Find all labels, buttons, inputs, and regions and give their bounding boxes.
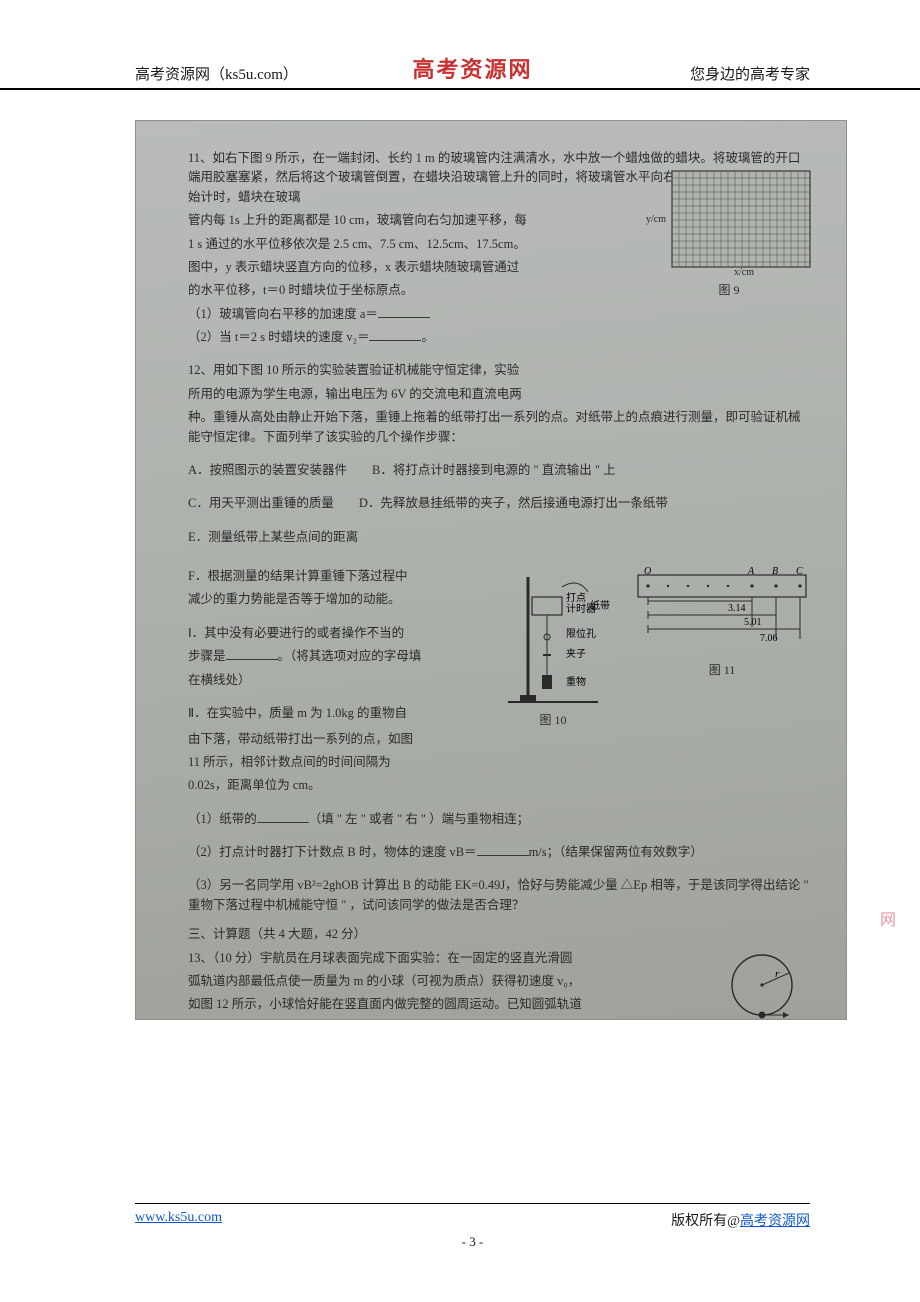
q12-I2: 步骤是。（将其选项对应的字母填: [188, 647, 474, 666]
footer-url-link[interactable]: www.ks5u.com: [135, 1210, 222, 1230]
q12-I1: Ⅰ．其中没有必要进行的或者操作不当的: [188, 624, 474, 643]
svg-text:夹子: 夹子: [566, 647, 586, 660]
svg-text:r: r: [775, 968, 780, 980]
header-right-text: 您身边的高考专家: [585, 63, 810, 84]
figure-10-caption: 图 10: [488, 711, 618, 730]
page-footer: www.ks5u.com 版权所有@高考资源网 - 3 -: [0, 1203, 920, 1250]
footer-copyright: 版权所有@高考资源网: [671, 1210, 810, 1230]
svg-text:v₀: v₀: [773, 1019, 781, 1020]
q12-optE: E．测量纸带上某些点间的距离: [188, 528, 812, 547]
apparatus-diagram: 打点 计时器 纸带 限位孔 夹子 重物: [488, 567, 618, 707]
q12-lead2: 所用的电源为学生电源，输出电压为 6V 的交流电和直流电两: [188, 385, 812, 404]
figure-12: r v₀ 图 12: [712, 949, 812, 1020]
svg-text:5.01: 5.01: [744, 617, 762, 628]
tape-diagram: O A B C 3.14 5.01 7.06: [632, 567, 812, 657]
svg-text:A: A: [747, 567, 755, 577]
blank-input[interactable]: [257, 811, 309, 823]
svg-text:7.06: 7.06: [760, 633, 778, 644]
page-number: - 3 -: [135, 1234, 810, 1250]
svg-text:纸带: 纸带: [590, 599, 610, 612]
q13-line1: 13、（10 分）宇航员在月球表面完成下面实验：在一固定的竖直光滑圆: [188, 949, 700, 968]
watermark-text: 网: [880, 906, 896, 930]
figure-11-caption: 图 11: [632, 661, 812, 680]
svg-text:打点: 打点: [566, 591, 586, 604]
formula: vB²=2ghOB: [297, 878, 359, 892]
svg-text:B: B: [772, 567, 778, 577]
svg-text:重物: 重物: [566, 675, 586, 688]
grid-y-label: y/cm: [646, 214, 666, 225]
q12-II1: Ⅱ．在实验中，质量 m 为 1.0kg 的重物自: [188, 704, 474, 723]
q12-optA-B: A．按照图示的装置安装器件 B．将打点计时器接到电源的 " 直流输出 " 上: [188, 461, 812, 480]
q12-sub2: （2）打点计时器打下计数点 B 时，物体的速度 vB＝m/s；（结果保留两位有效…: [188, 843, 812, 862]
question-13: 13、（10 分）宇航员在月球表面完成下面实验：在一固定的竖直光滑圆 弧轨道内部…: [188, 949, 812, 1020]
blank-input[interactable]: [369, 329, 421, 341]
q12-sub1: （1）纸带的（填 " 左 " 或者 " 右 " ）端与重物相连；: [188, 810, 812, 829]
header-brand: 高考资源网: [360, 52, 585, 84]
q12-sub3: （3）另一名同学用 vB²=2ghOB 计算出 B 的动能 EK=0.49J，恰…: [188, 876, 812, 915]
section-3-title: 三、计算题（共 4 大题，42 分）: [188, 925, 812, 944]
svg-text:3.14: 3.14: [728, 603, 746, 614]
svg-text:O: O: [644, 567, 651, 577]
grid-x-label: x/cm: [734, 267, 754, 277]
figure-10: 打点 计时器 纸带 限位孔 夹子 重物 图 10: [488, 567, 618, 730]
q12-optC-D: C．用天平测出重锤的质量 D．先释放悬挂纸带的夹子，然后接通电源打出一条纸带: [188, 494, 812, 513]
q12-II2: 由下落，带动纸带打出一系列的点，如图: [188, 730, 812, 749]
q11-part1: （1）玻璃管向右平移的加速度 a＝: [188, 305, 812, 324]
q12-lead1: 12、用如下图 10 所示的实验装置验证机械能守恒定律，实验: [188, 361, 812, 380]
figure-11: O A B C 3.14 5.01 7.06 图: [632, 567, 812, 680]
svg-text:限位孔: 限位孔: [566, 627, 596, 640]
header-left-text: 高考资源网（ks5u.com）: [135, 63, 360, 84]
figure-9-caption: 图 9: [644, 281, 814, 300]
q12-figures-row: F．根据测量的结果计算重锤下落过程中 减少的重力势能是否等于增加的动能。 Ⅰ．其…: [188, 567, 812, 730]
q11-part2: （2）当 t＝2 s 时蜡块的速度 v₂＝。: [188, 328, 812, 347]
figure-9: y/cm x/cm 图 9: [644, 167, 814, 297]
q12-II3: 11 所示，相邻计数点间的时间间隔为: [188, 753, 812, 772]
q12-II4: 0.02s，距离单位为 cm。: [188, 776, 812, 795]
blank-input[interactable]: [477, 844, 529, 856]
page-header: 高考资源网（ks5u.com） 高考资源网 您身边的高考专家: [0, 54, 920, 90]
question-11: y/cm x/cm 图 9 11、如右下图 9 所示，在一端封闭、长约 1 m …: [188, 149, 812, 347]
grid-chart: y/cm x/cm: [644, 167, 814, 277]
q12-I3: 在横线处）: [188, 671, 474, 690]
q13-line2: 弧轨道内部最低点使一质量为 m 的小球（可视为质点）获得初速度 v₀，: [188, 972, 700, 991]
q12-lead3: 种。重锤从高处由静止开始下落，重锤上拖着的纸带打出一系列的点。对纸带上的点痕进行…: [188, 408, 812, 447]
page: 高考资源网（ks5u.com） 高考资源网 您身边的高考专家: [0, 0, 920, 1302]
blank-input[interactable]: [226, 648, 278, 660]
q12-optF2: 减少的重力势能是否等于增加的动能。: [188, 590, 474, 609]
q13-line3: 如图 12 所示，小球恰好能在竖直面内做完整的圆周运动。已知圆弧轨道: [188, 995, 700, 1014]
q12-optF1: F．根据测量的结果计算重锤下落过程中: [188, 567, 474, 586]
circle-track-diagram: r v₀: [717, 949, 807, 1020]
svg-text:C: C: [796, 567, 803, 577]
blank-input[interactable]: [378, 306, 430, 318]
scanned-exam-page: y/cm x/cm 图 9 11、如右下图 9 所示，在一端封闭、长约 1 m …: [135, 120, 847, 1020]
